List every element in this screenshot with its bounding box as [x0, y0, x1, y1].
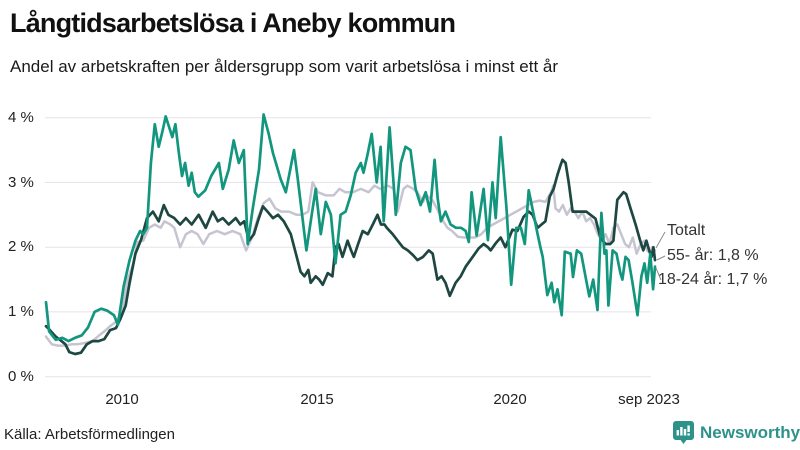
page-title: Långtidsarbetslösa i Aneby kommun — [10, 8, 456, 38]
label-leader-line — [656, 255, 666, 261]
series-line-55-r — [44, 158, 657, 356]
label-leader-line — [655, 231, 666, 249]
newsworthy-logo[interactable]: Newsworthy — [672, 420, 800, 445]
y-axis-tick: 4 % — [8, 109, 34, 126]
y-axis-tick: 0 % — [8, 368, 34, 385]
y-axis-tick: 1 % — [8, 303, 34, 320]
series-line-totalt — [44, 181, 657, 347]
series-label-totalt: Totalt — [667, 222, 706, 239]
y-axis-tick: 2 % — [8, 238, 34, 255]
series-label-18-24: 18-24 år: 1,7 % — [658, 271, 768, 288]
series-label-55: 55- år: 1,8 % — [667, 247, 759, 264]
newsworthy-wordmark: Newsworthy — [700, 422, 800, 442]
x-axis-tick: 2020 — [493, 391, 527, 408]
x-axis-tick: 2015 — [300, 391, 334, 408]
label-leader-line — [655, 267, 662, 281]
chart-subtitle: Andel av arbetskraften per åldersgrupp s… — [10, 57, 559, 76]
source-caption: Källa: Arbetsförmedlingen — [4, 426, 175, 443]
x-axis-tick: sep 2023 — [618, 391, 680, 408]
y-axis-tick: 3 % — [8, 174, 34, 191]
x-axis-tick: 2010 — [105, 391, 139, 408]
newsworthy-bubble-icon — [673, 421, 694, 444]
series-line-18-24-r — [44, 113, 657, 343]
